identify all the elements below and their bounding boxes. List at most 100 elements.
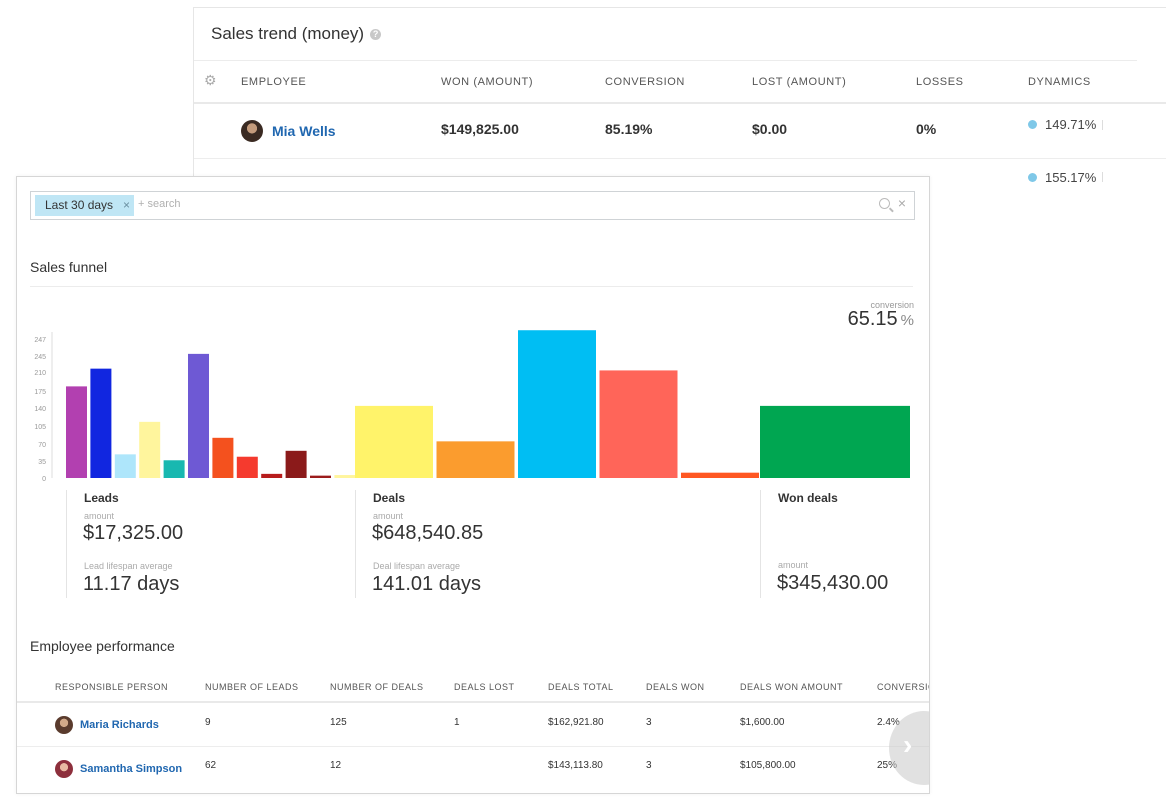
deals-count: 12 (330, 760, 342, 771)
col-responsible-person[interactable]: RESPONSIBLE PERSON (55, 682, 169, 692)
lead-bar[interactable] (334, 475, 356, 478)
sales-funnel-title: Sales funnel (30, 259, 108, 275)
conversion-label: conversion (870, 300, 914, 310)
lead-bar[interactable] (66, 386, 87, 478)
lead-bar[interactable] (261, 473, 283, 478)
col-deals-total[interactable]: DEALS TOTAL (548, 682, 614, 692)
deal-bar[interactable] (355, 405, 433, 478)
person-name-link[interactable]: Maria Richards (80, 719, 159, 731)
search-icon[interactable] (879, 198, 890, 209)
col-lost-amount[interactable]: LOST (AMOUNT) (752, 76, 847, 88)
employee-name-link[interactable]: Mia Wells (272, 123, 336, 139)
deals-won: 3 (646, 717, 652, 728)
col-dynamics[interactable]: DYNAMICS (1028, 76, 1091, 88)
leads-count: 62 (205, 760, 217, 771)
col-deals-won-amount[interactable]: DEALS WON AMOUNT (740, 682, 844, 692)
stat-separator (66, 490, 67, 598)
col-employee[interactable]: EMPLOYEE (241, 76, 307, 88)
lead-bar[interactable] (139, 421, 161, 478)
divider (194, 60, 1137, 61)
deal-bar[interactable] (681, 472, 759, 478)
col-conversion[interactable]: CONVERSION (605, 76, 685, 88)
conversion-unit: % (900, 312, 914, 329)
lead-bar[interactable] (188, 353, 209, 478)
row-divider (17, 746, 929, 747)
search-input[interactable]: + search (138, 198, 181, 210)
col-number-of-deals[interactable]: NUMBER OF DEALS (330, 682, 424, 692)
filter-chip-label: Last 30 days (45, 198, 114, 212)
col-conversion[interactable]: CONVERSIO (877, 682, 930, 692)
y-tick-label: 247 (34, 337, 46, 344)
filter-bar[interactable]: Last 30 days × + search × (30, 191, 915, 220)
lead-bar[interactable] (236, 456, 258, 478)
sales-trend-title: Sales trend (money)? (211, 24, 382, 44)
dynamics-dot (1028, 120, 1037, 129)
deal-lifespan-label: Deal lifespan average (373, 561, 461, 571)
avatar (241, 120, 263, 142)
deal-lifespan: 141.01 days (372, 573, 481, 595)
row-divider (194, 158, 1166, 159)
won-deals-title: Won deals (778, 491, 838, 505)
deals-won-amount: $105,800.00 (740, 760, 796, 771)
lead-bar[interactable] (114, 454, 136, 478)
conversion-rate: 2.4% (877, 717, 900, 728)
won-bar[interactable] (760, 405, 910, 478)
lead-bar[interactable] (90, 368, 112, 478)
lead-lifespan: 11.17 days (83, 573, 180, 595)
dynamics-value: 155.17% (1028, 170, 1096, 185)
employee-performance-title: Employee performance (30, 638, 175, 654)
col-deals-won[interactable]: DEALS WON (646, 682, 705, 692)
conversion-value: 65.15% (848, 308, 914, 331)
y-tick-label: 0 (42, 476, 46, 483)
deals-amount-label: amount (373, 511, 404, 521)
header-divider (17, 701, 929, 703)
chevron-right-icon: › (903, 729, 913, 760)
stat-separator (355, 490, 356, 598)
deal-bar[interactable] (599, 370, 678, 478)
deals-won-amount: $1,600.00 (740, 717, 785, 728)
chip-remove-icon[interactable]: × (122, 198, 130, 212)
lost-amount-value: $0.00 (752, 121, 788, 137)
sparkline-tick (1102, 120, 1103, 130)
y-tick-label: 140 (34, 406, 46, 413)
filter-chip[interactable]: Last 30 days × (35, 195, 134, 216)
deals-total: $162,921.80 (548, 717, 604, 728)
avatar (55, 716, 73, 734)
col-won-amount[interactable]: WON (AMOUNT) (441, 76, 534, 88)
y-tick-label: 210 (34, 370, 46, 377)
deals-amount: $648,540.85 (372, 522, 484, 544)
col-deals-lost[interactable]: DEALS LOST (454, 682, 515, 692)
dynamics-text: 149.71% (1045, 117, 1097, 132)
lead-bar[interactable] (163, 460, 185, 478)
avatar (55, 760, 73, 778)
col-losses[interactable]: LOSSES (916, 76, 964, 88)
help-icon[interactable]: ? (370, 29, 382, 40)
deals-total: $143,113.80 (548, 760, 603, 771)
sales-trend-panel: Sales trend (money)? ⚙ EMPLOYEE WON (AMO… (193, 7, 1166, 203)
deal-bar[interactable] (436, 441, 515, 478)
sales-funnel-chart: 0 35 70 105 140 175 210 245 247 (34, 330, 910, 483)
leads-amount-label: amount (84, 511, 115, 521)
leads-count: 9 (205, 717, 211, 728)
lead-bar[interactable] (285, 450, 307, 478)
conversion-rate: 25% (877, 760, 898, 771)
leads-amount: $17,325.00 (83, 522, 184, 544)
deals-count: 125 (330, 717, 347, 728)
gear-icon[interactable]: ⚙ (204, 72, 217, 88)
deals-won: 3 (646, 760, 652, 771)
stat-separator (760, 490, 761, 598)
col-number-of-leads[interactable]: NUMBER OF LEADS (205, 682, 299, 692)
deal-bar[interactable] (518, 330, 596, 478)
y-tick-label: 245 (34, 354, 46, 361)
lead-lifespan-label: Lead lifespan average (84, 561, 173, 571)
lead-bar[interactable] (212, 437, 234, 478)
close-icon[interactable]: × (897, 195, 906, 211)
leads-title: Leads (84, 491, 119, 505)
y-tick-label: 35 (38, 459, 46, 466)
deals-title: Deals (373, 491, 406, 505)
person-name-link[interactable]: Samantha Simpson (80, 763, 183, 775)
deals-lost: 1 (454, 717, 460, 728)
lead-bar[interactable] (310, 475, 331, 478)
y-tick-label: 105 (34, 424, 46, 431)
won-amount-value: $149,825.00 (441, 121, 519, 137)
